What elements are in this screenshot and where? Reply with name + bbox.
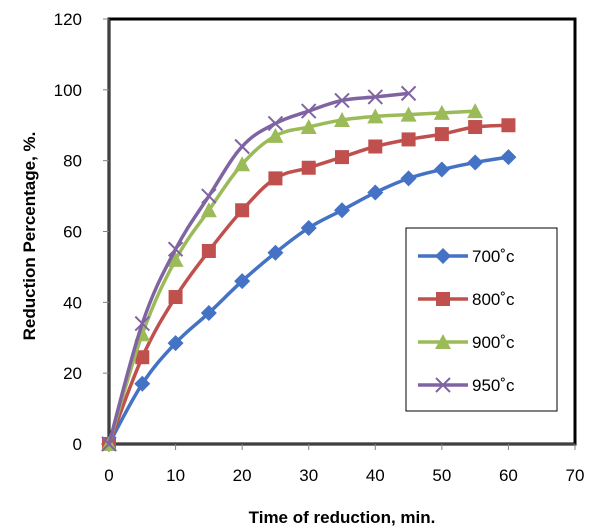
data-point bbox=[368, 139, 383, 154]
data-point bbox=[235, 203, 250, 218]
data-point bbox=[267, 244, 284, 261]
data-point bbox=[500, 149, 517, 166]
legend-marker bbox=[436, 292, 450, 306]
data-point bbox=[367, 89, 383, 105]
data-point bbox=[200, 304, 217, 321]
data-point bbox=[334, 202, 350, 219]
data-point bbox=[401, 132, 416, 147]
x-tick-label: 10 bbox=[166, 466, 185, 485]
legend-item: 800˚c bbox=[418, 290, 515, 309]
legend-marker bbox=[435, 248, 451, 264]
data-point bbox=[301, 160, 316, 175]
x-tick-label: 30 bbox=[299, 466, 318, 485]
data-point bbox=[400, 170, 417, 187]
data-point bbox=[167, 251, 184, 267]
data-point bbox=[134, 375, 151, 392]
x-axis-ticks: 0 10 20 30 40 50 60 70 bbox=[104, 444, 584, 485]
legend-item: 950˚c bbox=[418, 376, 515, 395]
data-point bbox=[234, 273, 251, 290]
data-point bbox=[300, 219, 317, 236]
data-point bbox=[135, 350, 150, 365]
x-tick-label: 20 bbox=[233, 466, 252, 485]
series-3 bbox=[101, 85, 417, 452]
data-point bbox=[200, 202, 217, 218]
x-axis-title: Time of reduction, min. bbox=[249, 508, 436, 527]
data-point bbox=[101, 436, 117, 452]
data-point bbox=[334, 92, 350, 109]
x-tick-label: 70 bbox=[566, 466, 585, 485]
data-point bbox=[400, 106, 417, 122]
data-point bbox=[134, 315, 150, 332]
legend-item: 900˚c bbox=[418, 333, 515, 352]
y-axis-ticks: 0 20 40 60 80 100 120 bbox=[54, 10, 109, 454]
series-0 bbox=[101, 149, 517, 452]
data-point bbox=[300, 119, 317, 135]
y-tick-label: 20 bbox=[63, 364, 82, 383]
data-point bbox=[367, 108, 384, 124]
data-point bbox=[467, 103, 484, 119]
data-point bbox=[334, 111, 350, 127]
data-point bbox=[501, 118, 516, 133]
data-point bbox=[400, 85, 417, 102]
series-layer bbox=[101, 85, 517, 452]
y-tick-label: 80 bbox=[63, 152, 82, 171]
data-point bbox=[467, 154, 484, 171]
legend-label: 800˚c bbox=[472, 290, 515, 309]
data-point bbox=[434, 127, 449, 142]
data-point bbox=[433, 104, 450, 120]
data-point bbox=[234, 156, 251, 172]
legend: 700˚c 800˚c 900˚c 950˚c bbox=[405, 227, 558, 412]
data-point bbox=[433, 161, 450, 178]
legend-marker bbox=[435, 334, 451, 349]
legend-label: 700˚c bbox=[472, 247, 515, 266]
y-tick-label: 60 bbox=[63, 223, 82, 242]
data-point bbox=[167, 335, 184, 352]
data-point bbox=[201, 188, 217, 204]
y-axis-title: Reduction Percentage, %. bbox=[20, 132, 39, 341]
x-tick-label: 60 bbox=[499, 466, 518, 485]
y-tick-label: 40 bbox=[63, 293, 82, 312]
data-point bbox=[234, 138, 250, 155]
legend-box bbox=[405, 227, 558, 412]
y-tick-label: 120 bbox=[54, 10, 82, 29]
data-point bbox=[167, 241, 184, 257]
data-point bbox=[201, 243, 216, 258]
data-point bbox=[301, 103, 317, 119]
data-point bbox=[267, 127, 284, 143]
y-tick-label: 0 bbox=[73, 435, 82, 454]
data-point bbox=[268, 171, 283, 186]
data-point bbox=[168, 290, 183, 305]
data-point bbox=[335, 150, 349, 165]
legend-item: 700˚c bbox=[418, 247, 515, 266]
legend-label: 900˚c bbox=[472, 333, 515, 352]
data-point bbox=[267, 115, 284, 132]
y-tick-label: 100 bbox=[54, 81, 82, 100]
legend-marker bbox=[435, 377, 451, 393]
series-1 bbox=[102, 118, 516, 451]
x-tick-label: 40 bbox=[366, 466, 385, 485]
x-tick-label: 50 bbox=[432, 466, 451, 485]
x-tick-label: 0 bbox=[104, 466, 113, 485]
data-point bbox=[468, 120, 483, 135]
data-point bbox=[367, 184, 384, 201]
legend-label: 950˚c bbox=[472, 376, 515, 395]
